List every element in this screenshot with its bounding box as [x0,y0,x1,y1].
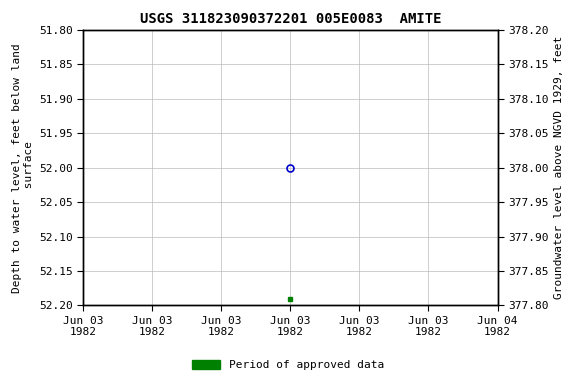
Title: USGS 311823090372201 005E0083  AMITE: USGS 311823090372201 005E0083 AMITE [139,12,441,26]
Y-axis label: Depth to water level, feet below land
 surface: Depth to water level, feet below land su… [12,43,33,293]
Y-axis label: Groundwater level above NGVD 1929, feet: Groundwater level above NGVD 1929, feet [554,36,564,299]
Legend: Period of approved data: Period of approved data [188,355,388,375]
